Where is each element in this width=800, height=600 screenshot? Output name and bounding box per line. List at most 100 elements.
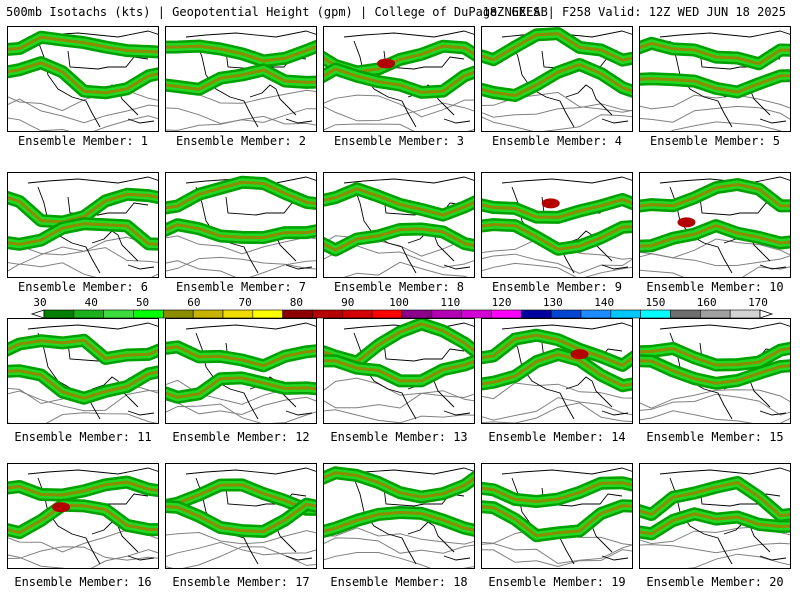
height-contour xyxy=(8,262,158,277)
map-canvas xyxy=(482,322,632,423)
height-contour xyxy=(8,546,158,561)
map-header: 500mb Isotachs (kts) | Geopotential Heig… xyxy=(0,0,800,24)
colorbar-swatch xyxy=(371,309,403,319)
ensemble-member-map xyxy=(639,318,791,424)
header-run-info: 18Z GEFS | F258 Valid: 12Z WED JUN 18 20… xyxy=(482,5,786,19)
colorbar-swatch xyxy=(133,309,164,319)
colorbar-swatch xyxy=(252,309,283,319)
colorbar-left-arrow xyxy=(30,309,45,319)
coastline xyxy=(185,322,316,420)
height-contour xyxy=(324,94,474,118)
map-canvas xyxy=(482,176,632,277)
isotach-colorbar: 30 40 50 60 70 80 90 100 110 120 130 140 150 160 170 xyxy=(0,296,800,320)
colorbar-swatch xyxy=(312,309,343,319)
map-canvas xyxy=(166,467,316,568)
member-number: 13 xyxy=(453,430,468,444)
height-contour xyxy=(482,542,632,565)
member-label-prefix: Ensemble Member: xyxy=(17,134,141,148)
height-contour xyxy=(166,541,316,557)
ensemble-member-label: Ensemble Member: 20 xyxy=(636,575,794,589)
height-contour xyxy=(482,91,632,113)
isotach-band xyxy=(166,44,316,63)
ensemble-member-label: Ensemble Member: 14 xyxy=(478,430,636,444)
height-contour xyxy=(482,382,632,400)
member-number: 14 xyxy=(611,430,626,444)
isotach-band xyxy=(482,63,632,97)
member-number: 12 xyxy=(295,430,310,444)
map-canvas xyxy=(166,322,316,423)
member-label-prefix: Ensemble Member: xyxy=(491,134,615,148)
colorbar-swatch xyxy=(491,309,522,319)
map-canvas xyxy=(8,322,158,423)
height-contour xyxy=(8,246,158,265)
coastline xyxy=(27,176,158,274)
colorbar-swatch xyxy=(282,309,313,319)
isotach-band xyxy=(8,369,158,400)
colorbar-tick-label: 140 xyxy=(594,296,615,309)
height-contour xyxy=(8,412,158,423)
height-contour xyxy=(166,256,316,272)
map-canvas xyxy=(8,30,158,131)
member-label-prefix: Ensemble Member: xyxy=(175,134,299,148)
ensemble-member-map xyxy=(165,463,317,569)
member-number: 4 xyxy=(614,134,623,148)
colorbar-swatch xyxy=(580,309,612,319)
map-canvas xyxy=(166,175,316,277)
jet-max xyxy=(677,217,696,228)
member-number: 10 xyxy=(769,280,784,294)
ensemble-member-label: Ensemble Member: 15 xyxy=(636,430,794,444)
member-number: 3 xyxy=(456,134,465,148)
isotach-band xyxy=(482,352,632,388)
map-canvas xyxy=(324,30,474,131)
member-label-prefix: Ensemble Member: xyxy=(646,430,770,444)
isotach-band xyxy=(640,224,790,248)
ensemble-member-label: Ensemble Member: 7 xyxy=(162,280,320,294)
isotach-band xyxy=(324,359,474,383)
member-number: 15 xyxy=(769,430,784,444)
colorbar-swatch xyxy=(342,309,373,319)
colorbar-tick-label: 170 xyxy=(748,296,768,309)
map-canvas xyxy=(324,176,474,277)
member-number: 2 xyxy=(298,134,307,148)
member-label-prefix: Ensemble Member: xyxy=(172,430,296,444)
colorbar-tick-label: 30 xyxy=(33,296,47,309)
height-contour xyxy=(166,115,316,131)
height-contour xyxy=(640,410,790,423)
isotach-band xyxy=(640,481,790,518)
isotach-band xyxy=(482,223,632,251)
ensemble-member-label: Ensemble Member: 8 xyxy=(320,280,478,294)
map-canvas xyxy=(324,466,474,568)
height-contour xyxy=(482,397,632,421)
member-number: 6 xyxy=(140,280,149,294)
colorbar-swatch xyxy=(729,309,761,319)
height-contour xyxy=(640,393,790,416)
height-contour xyxy=(166,260,316,277)
colorbar-tick-label: 50 xyxy=(135,296,150,309)
isotach-band xyxy=(166,180,316,210)
map-canvas xyxy=(640,467,790,568)
isotach-band xyxy=(640,41,790,66)
member-label-prefix: Ensemble Member: xyxy=(330,575,454,589)
isotach-band xyxy=(640,346,790,367)
colorbar-swatch xyxy=(192,309,224,319)
ensemble-member-map xyxy=(165,172,317,278)
height-contour xyxy=(482,549,632,568)
map-canvas xyxy=(640,30,790,131)
member-label-prefix: Ensemble Member: xyxy=(333,280,457,294)
colorbar-swatch xyxy=(521,309,552,319)
member-label-prefix: Ensemble Member: xyxy=(17,280,141,294)
colorbar-swatch xyxy=(401,309,433,319)
height-contour xyxy=(640,266,790,277)
ensemble-member-map xyxy=(165,26,317,132)
height-contour xyxy=(343,261,468,277)
isotach-band xyxy=(8,480,158,497)
isotach-band xyxy=(324,187,474,217)
map-canvas xyxy=(482,467,632,568)
isotach-band xyxy=(324,511,474,533)
colorbar-graphic xyxy=(30,309,774,319)
height-contour xyxy=(324,102,474,122)
ensemble-member-map xyxy=(639,172,791,278)
map-canvas xyxy=(324,319,474,423)
height-contour xyxy=(686,553,790,568)
member-label-prefix: Ensemble Member: xyxy=(649,134,773,148)
